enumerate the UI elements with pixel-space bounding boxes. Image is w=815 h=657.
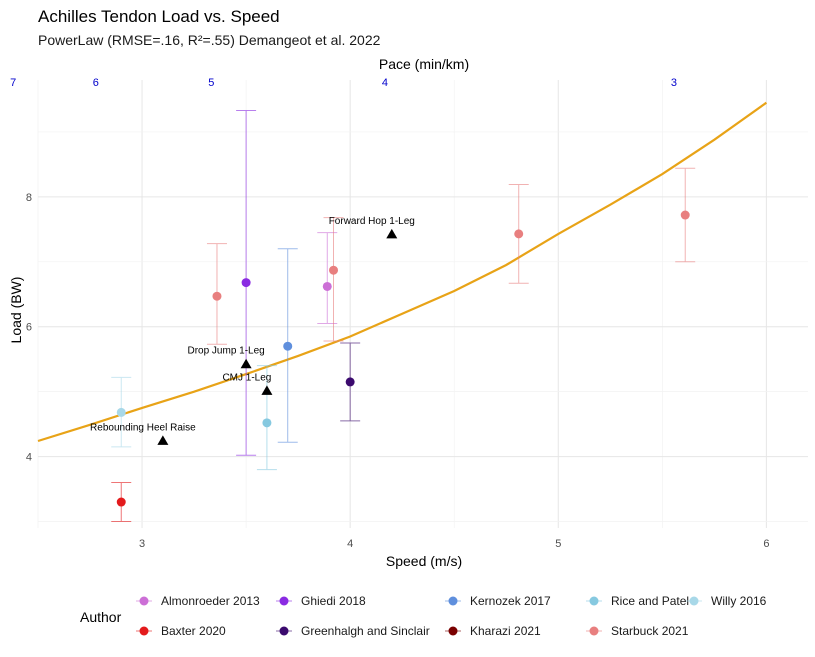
legend-item: Willy 2016 (686, 594, 767, 608)
data-point (680, 210, 690, 220)
data-point (262, 418, 272, 428)
data-point (514, 229, 524, 239)
annotation-label: CMJ 1-Leg (222, 372, 271, 383)
power-law-fit-line (37, 101, 768, 443)
data-point (116, 497, 126, 507)
y-axis-title: Load (BW) (8, 277, 24, 344)
legend-label: Starbuck 2021 (611, 624, 689, 638)
x-tick-label: 3 (139, 538, 145, 550)
annotation-marker (386, 228, 398, 239)
legend-item: Greenhalgh and Sinclair (276, 624, 430, 638)
annotation-label: Drop Jump 1-Leg (187, 346, 264, 357)
top-axis-tick-label: 5 (208, 77, 214, 89)
annotation-marker (261, 385, 273, 395)
top-axis-tick-label: 7 (10, 77, 16, 89)
annotation-marker (240, 358, 252, 369)
legend-key-marker (279, 626, 289, 636)
data-point (212, 291, 222, 301)
annotations: Forward Hop 1-Leg Drop Jump 1-Leg CMJ 1-Le… (90, 216, 415, 445)
data-point (283, 341, 293, 351)
error-bar (256, 365, 277, 471)
legend-label: Greenhalgh and Sinclair (301, 624, 430, 638)
legend-key-marker (139, 596, 149, 606)
annotation-label: Forward Hop 1-Leg (329, 216, 415, 227)
y-tick-label: 6 (26, 322, 32, 334)
top-axis-tick-label: 3 (671, 77, 677, 89)
chart-title: Achilles Tendon Load vs. Speed (38, 7, 280, 26)
legend-label: Rice and Patel (611, 594, 689, 608)
x-tick-label: 4 (347, 538, 353, 550)
error-bars (111, 110, 696, 523)
legend-label: Willy 2016 (711, 594, 767, 608)
legend-item: Baxter 2020 (136, 624, 226, 638)
annotation-label: Rebounding Heel Raise (90, 422, 196, 433)
legend-label: Baxter 2020 (161, 624, 226, 638)
y-tick-label: 8 (26, 192, 32, 204)
data-points (116, 210, 690, 507)
legend-item: Ghiedi 2018 (276, 594, 366, 608)
data-point (345, 377, 355, 387)
legend-title: Author (80, 609, 122, 625)
legend-key-marker (589, 626, 599, 636)
legend-key-marker (279, 596, 289, 606)
legend-label: Kharazi 2021 (470, 624, 541, 638)
legend-item: Kharazi 2021 (445, 624, 541, 638)
legend-key-marker (448, 626, 458, 636)
legend-key-marker (448, 596, 458, 606)
data-point (116, 407, 126, 417)
x-tick-label: 6 (763, 538, 769, 550)
legend-key-marker (139, 626, 149, 636)
legend-item: Starbuck 2021 (586, 624, 689, 638)
legend-label: Almonroeder 2013 (161, 594, 260, 608)
data-point (329, 265, 339, 275)
legend-key-marker (589, 596, 599, 606)
top-axis-tick-label: 6 (93, 77, 99, 89)
legend-key-marker (689, 596, 699, 606)
data-point (241, 278, 251, 288)
legend-item: Rice and Patel (586, 594, 689, 608)
legend-label: Ghiedi 2018 (301, 594, 366, 608)
chart-subtitle: PowerLaw (RMSE=.16, R²=.55) Demangeot et… (38, 32, 381, 48)
error-bar (323, 217, 344, 342)
x-axis-title: Speed (m/s) (386, 553, 462, 569)
data-point (322, 281, 332, 291)
top-axis-title: Pace (min/km) (379, 56, 469, 72)
annotation-marker (157, 435, 169, 445)
fit-line (37, 101, 768, 443)
legend-label: Kernozek 2017 (470, 594, 551, 608)
top-axis-tick-label: 4 (382, 77, 388, 89)
error-bar (317, 232, 338, 324)
legend: Author Almonroeder 2013 Baxter 2020 Ghiedi … (80, 594, 767, 638)
x-tick-label: 5 (555, 538, 561, 550)
legend-item: Kernozek 2017 (445, 594, 551, 608)
axis-ticks: 3 4 5 6 4 6 8 7 6 5 4 3 (10, 77, 769, 550)
y-tick-label: 4 (26, 452, 32, 464)
legend-item: Almonroeder 2013 (136, 594, 260, 608)
